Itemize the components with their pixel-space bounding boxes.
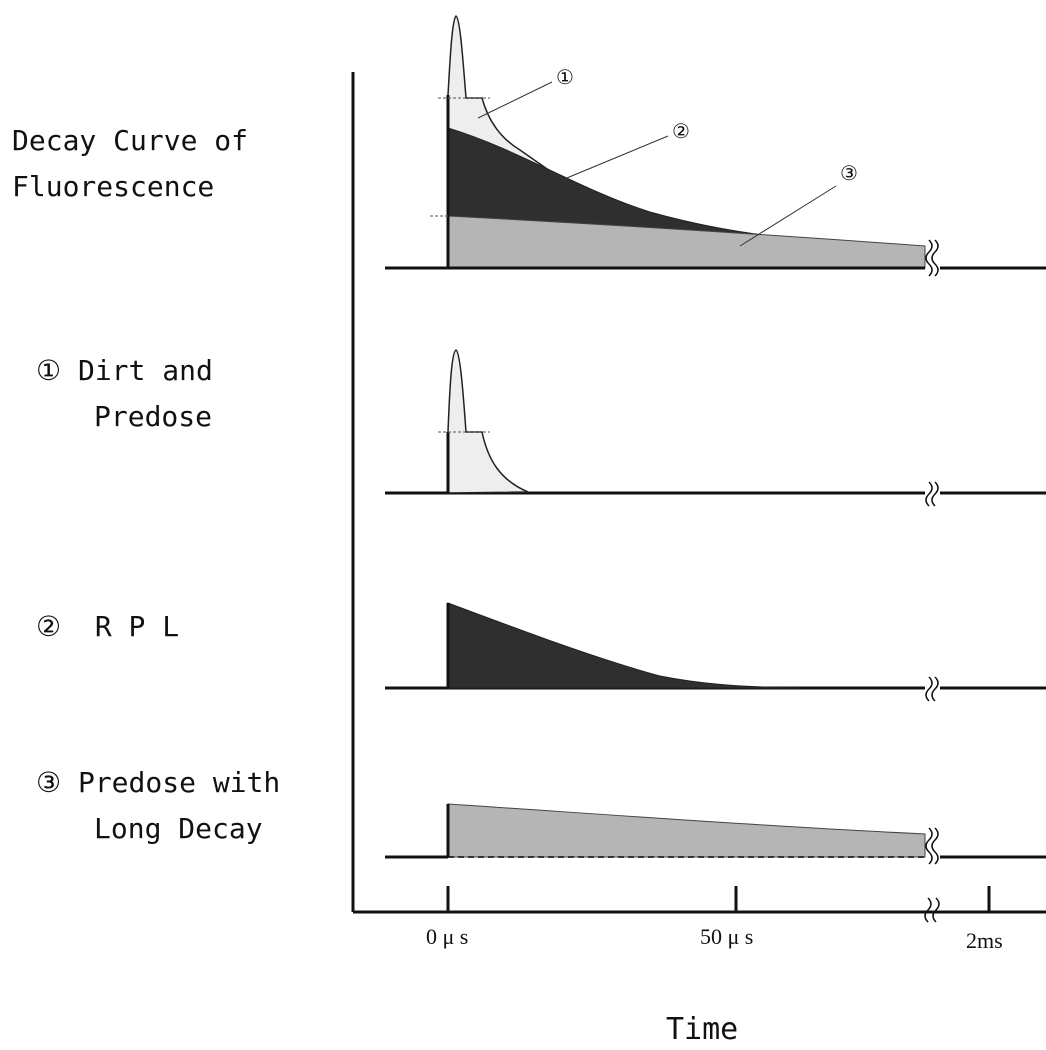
combined-break-symbol bbox=[925, 239, 939, 277]
component-2-label: ② R P L bbox=[36, 604, 179, 650]
axis-break-symbol bbox=[924, 897, 940, 923]
dirt-predose-panel bbox=[385, 349, 1046, 507]
component-3-number: ③ bbox=[36, 766, 62, 799]
component-2-number: ② bbox=[36, 610, 62, 643]
component-3-label: ③ Predose with Long Decay bbox=[36, 760, 280, 852]
tick-label-50us: 50 μ s bbox=[700, 924, 754, 949]
combined-dirt-predose-area bbox=[447, 15, 561, 268]
long-decay-panel bbox=[385, 803, 1046, 865]
component-1-line1: Dirt and bbox=[77, 354, 213, 387]
component-3-line2: Long Decay bbox=[94, 812, 263, 845]
component-1-number: ① bbox=[36, 354, 62, 387]
rpl-area bbox=[447, 602, 801, 689]
dirt-predose-area bbox=[447, 349, 529, 494]
tick-label-2ms: 2ms bbox=[966, 928, 1003, 953]
combined-long-decay-area bbox=[447, 215, 926, 269]
component-1-line2: Predose bbox=[94, 400, 213, 433]
callout-label-3: ③ bbox=[840, 161, 858, 185]
callout-leader-3 bbox=[739, 185, 837, 247]
callout-label-1: ① bbox=[556, 65, 574, 89]
decay-curve-title: Decay Curve of Fluorescence bbox=[12, 118, 248, 210]
combined-decay-panel: ① ② ③ bbox=[385, 15, 1046, 277]
time-axis-title: Time bbox=[666, 1012, 739, 1047]
long-decay-area bbox=[447, 803, 926, 858]
component-1-label: ① Dirt and Predose bbox=[36, 348, 213, 440]
callout-leader-2 bbox=[561, 135, 669, 181]
rpl-panel bbox=[385, 602, 1046, 702]
callout-label-2: ② bbox=[672, 119, 690, 143]
component-3-line1: Predose with bbox=[77, 766, 281, 799]
component-2-line1: R P L bbox=[94, 610, 180, 643]
callout-leader-1 bbox=[477, 81, 553, 119]
tick-label-0us: 0 μ s bbox=[426, 924, 469, 949]
decay-curve-title-line1: Decay Curve of bbox=[12, 124, 249, 157]
decay-curve-title-line2: Fluorescence bbox=[12, 170, 215, 203]
